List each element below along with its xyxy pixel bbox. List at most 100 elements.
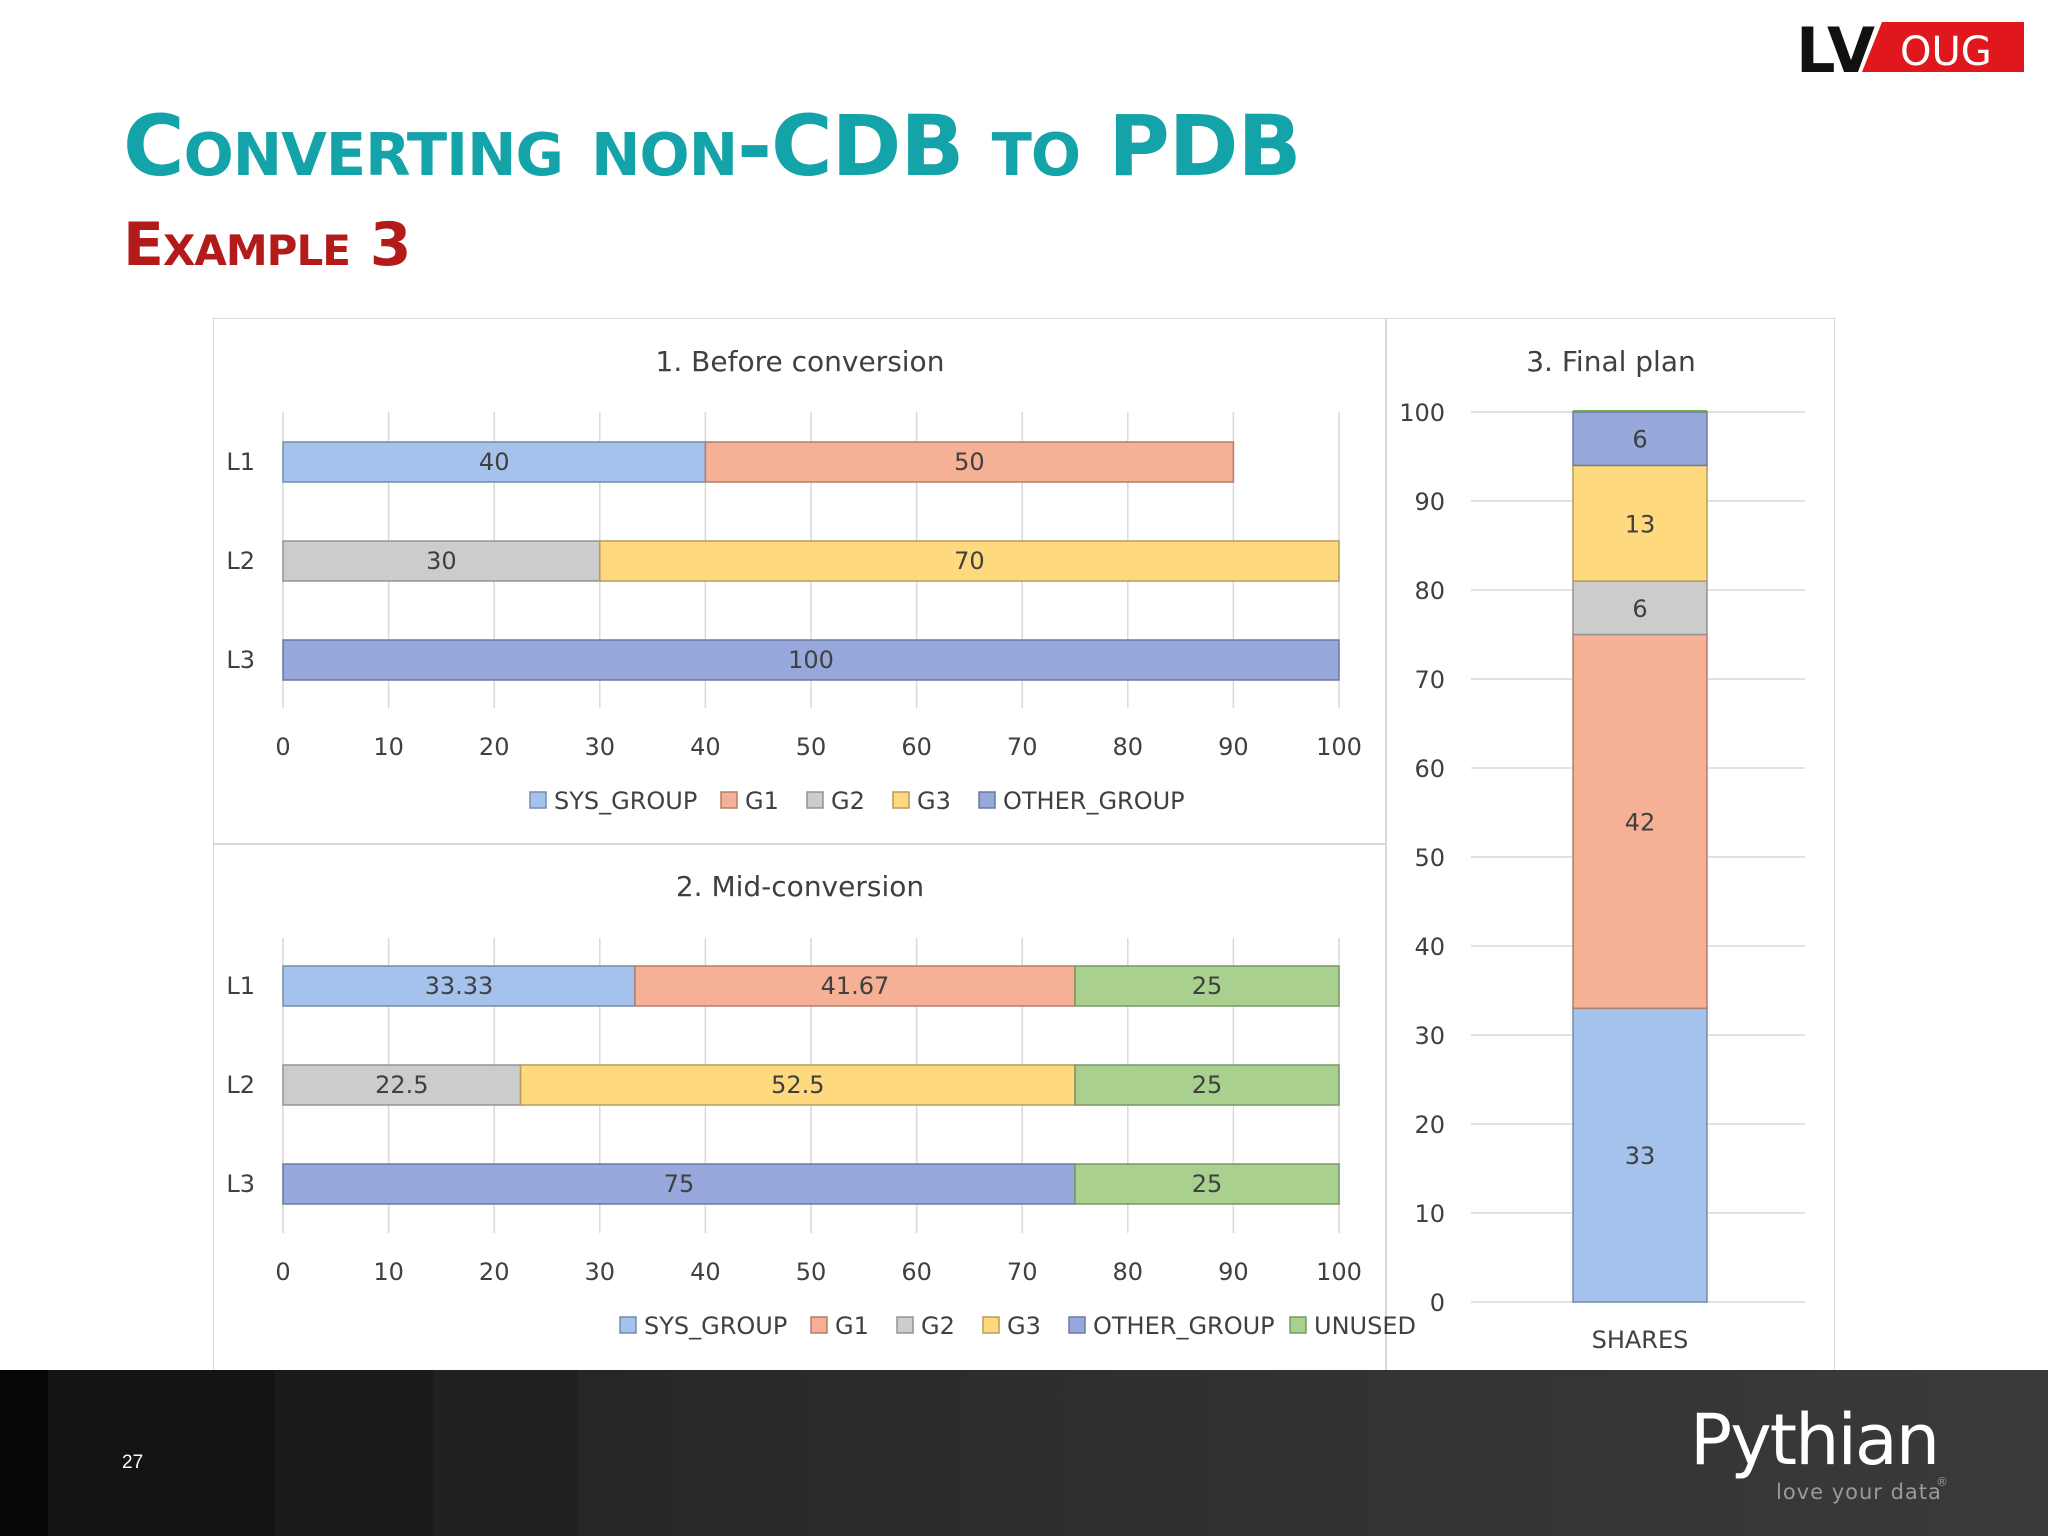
chart-1-data-label: 100 xyxy=(788,646,834,674)
chart-2-tick-label: 20 xyxy=(479,1258,510,1286)
chart-1-bar-segment xyxy=(282,639,1340,681)
chart-2-legend-label: UNUSED xyxy=(1314,1312,1416,1340)
chart-2-tick-label: 100 xyxy=(1316,1258,1362,1286)
chart-3-data-label: 13 xyxy=(1625,510,1656,538)
chart-1-legend-label: G2 xyxy=(831,787,865,815)
chart-2-tick-label: 10 xyxy=(373,1258,404,1286)
chart-3-tick-label: 20 xyxy=(1414,1111,1445,1139)
chart-3-tick-label: 50 xyxy=(1414,844,1445,872)
chart-2-data-label: 25 xyxy=(1192,1170,1223,1198)
chart-3-tick-label: 80 xyxy=(1414,577,1445,605)
chart-2-bar-segment xyxy=(1074,1163,1340,1205)
chart-1-legend-swatch xyxy=(529,791,547,809)
chart-2-category-label: L3 xyxy=(226,1170,255,1198)
chart-1-data-label: 70 xyxy=(954,547,985,575)
chart-1-legend-swatch xyxy=(806,791,824,809)
chart-2-bar-segment xyxy=(634,965,1076,1007)
chart-2-legend-label: G1 xyxy=(835,1312,869,1340)
chart-3-tick-label: 70 xyxy=(1414,666,1445,694)
chart-2-category-label: L2 xyxy=(226,1071,255,1099)
chart-2-data-label: 52.5 xyxy=(771,1071,824,1099)
chart-1-legend-label: OTHER_GROUP xyxy=(1003,787,1185,815)
chart-1-tick-label: 10 xyxy=(373,733,404,761)
chart-1-legend-label: G3 xyxy=(917,787,951,815)
chart-2-tick-label: 30 xyxy=(585,1258,616,1286)
lvoug-logo-band xyxy=(1862,22,2024,72)
chart-3-tick-label: 60 xyxy=(1414,755,1445,783)
chart-1-legend-swatch xyxy=(978,791,996,809)
chart-3-bar-segment xyxy=(1572,633,1708,1010)
chart-1-legend-swatch xyxy=(892,791,910,809)
chart-2-legend-label: G2 xyxy=(921,1312,955,1340)
chart-3-title: 3. Final plan xyxy=(1526,345,1696,378)
chart-1-bar-segment xyxy=(282,441,707,483)
chart-2-tick-label: 60 xyxy=(901,1258,932,1286)
chart-2-tick-label: 0 xyxy=(275,1258,290,1286)
chart-2-data-label: 33.33 xyxy=(425,972,494,1000)
chart-1-tick-label: 30 xyxy=(585,733,616,761)
chart-2-legend-label: G3 xyxy=(1007,1312,1041,1340)
chart-1-tick-label: 70 xyxy=(1007,733,1038,761)
chart-1-category-label: L2 xyxy=(226,547,255,575)
chart-1-category-label: L1 xyxy=(226,448,255,476)
chart-frame-2 xyxy=(213,843,1387,1371)
lvoug-logo-lv: LV xyxy=(1796,20,1875,76)
chart-2-bar-segment xyxy=(1074,965,1340,1007)
chart-1-title: 1. Before conversion xyxy=(656,345,945,378)
chart-3-tick-label: 100 xyxy=(1399,399,1445,427)
chart-1-bar-segment xyxy=(282,540,601,582)
page-number: 27 xyxy=(122,1452,144,1473)
lvoug-logo-oug: OUG xyxy=(1900,29,1992,75)
chart-3-tick-label: 40 xyxy=(1414,933,1445,961)
chart-2-data-label: 25 xyxy=(1192,1071,1223,1099)
chart-3-tick-label: 0 xyxy=(1430,1289,1445,1317)
chart-1-tick-label: 100 xyxy=(1316,733,1362,761)
chart-1-data-label: 50 xyxy=(954,448,985,476)
chart-2-bar-segment xyxy=(282,1163,1076,1205)
lvoug-logo: LV OUG xyxy=(1796,20,2024,76)
chart-2-legend-label: OTHER_GROUP xyxy=(1093,1312,1275,1340)
chart-2-tick-label: 50 xyxy=(796,1258,827,1286)
chart-3-bar-segment xyxy=(1572,1007,1708,1303)
slide-title: Converting non-CDB to PDB xyxy=(123,97,1302,195)
chart-3-data-label: 33 xyxy=(1625,1142,1656,1170)
chart-2-data-label: 41.67 xyxy=(821,972,890,1000)
registered-mark: ® xyxy=(1936,1475,1948,1489)
chart-1-tick-label: 20 xyxy=(479,733,510,761)
chart-2-tick-label: 40 xyxy=(690,1258,721,1286)
chart-3-tick-label: 30 xyxy=(1414,1022,1445,1050)
chart-2-tick-label: 70 xyxy=(1007,1258,1038,1286)
chart-3-bar-segment xyxy=(1572,464,1708,582)
chart-2-data-label: 75 xyxy=(664,1170,695,1198)
chart-3-category-label: SHARES xyxy=(1592,1326,1689,1354)
chart-2-tick-label: 80 xyxy=(1113,1258,1144,1286)
slide-subtitle: Example 3 xyxy=(123,210,412,280)
chart-1-tick-label: 80 xyxy=(1113,733,1144,761)
chart-2-bar-segment xyxy=(282,965,636,1007)
chart-2-data-label: 22.5 xyxy=(375,1071,428,1099)
chart-1-bar-segment xyxy=(704,441,1235,483)
chart-2-legend-label: SYS_GROUP xyxy=(644,1312,787,1340)
chart-2-bar-segment xyxy=(1074,1064,1340,1106)
chart-1-legend-label: G1 xyxy=(745,787,779,815)
chart-1-category-label: L3 xyxy=(226,646,255,674)
chart-2-legend-swatch xyxy=(619,1316,637,1334)
chart-1-bar-segment xyxy=(599,540,1340,582)
chart-3-data-label: 6 xyxy=(1632,595,1647,623)
chart-1-tick-label: 60 xyxy=(901,733,932,761)
chart-1-legend-swatch xyxy=(720,791,738,809)
chart-3-tick-label: 10 xyxy=(1414,1200,1445,1228)
chart-1-tick-label: 40 xyxy=(690,733,721,761)
chart-2-tick-label: 90 xyxy=(1218,1258,1249,1286)
chart-2-legend-swatch xyxy=(1289,1316,1307,1334)
chart-2-category-label: L1 xyxy=(226,972,255,1000)
pythian-tagline: love your data xyxy=(1776,1480,1942,1504)
pythian-logo: Pythian xyxy=(1690,1399,1940,1481)
chart-3-tick-label: 90 xyxy=(1414,488,1445,516)
chart-3-bar-segment xyxy=(1572,580,1708,636)
chart-1-data-label: 30 xyxy=(426,547,457,575)
chart-1-tick-label: 0 xyxy=(275,733,290,761)
chart-2-title: 2. Mid-conversion xyxy=(676,870,924,903)
chart-2-legend-swatch xyxy=(1068,1316,1086,1334)
